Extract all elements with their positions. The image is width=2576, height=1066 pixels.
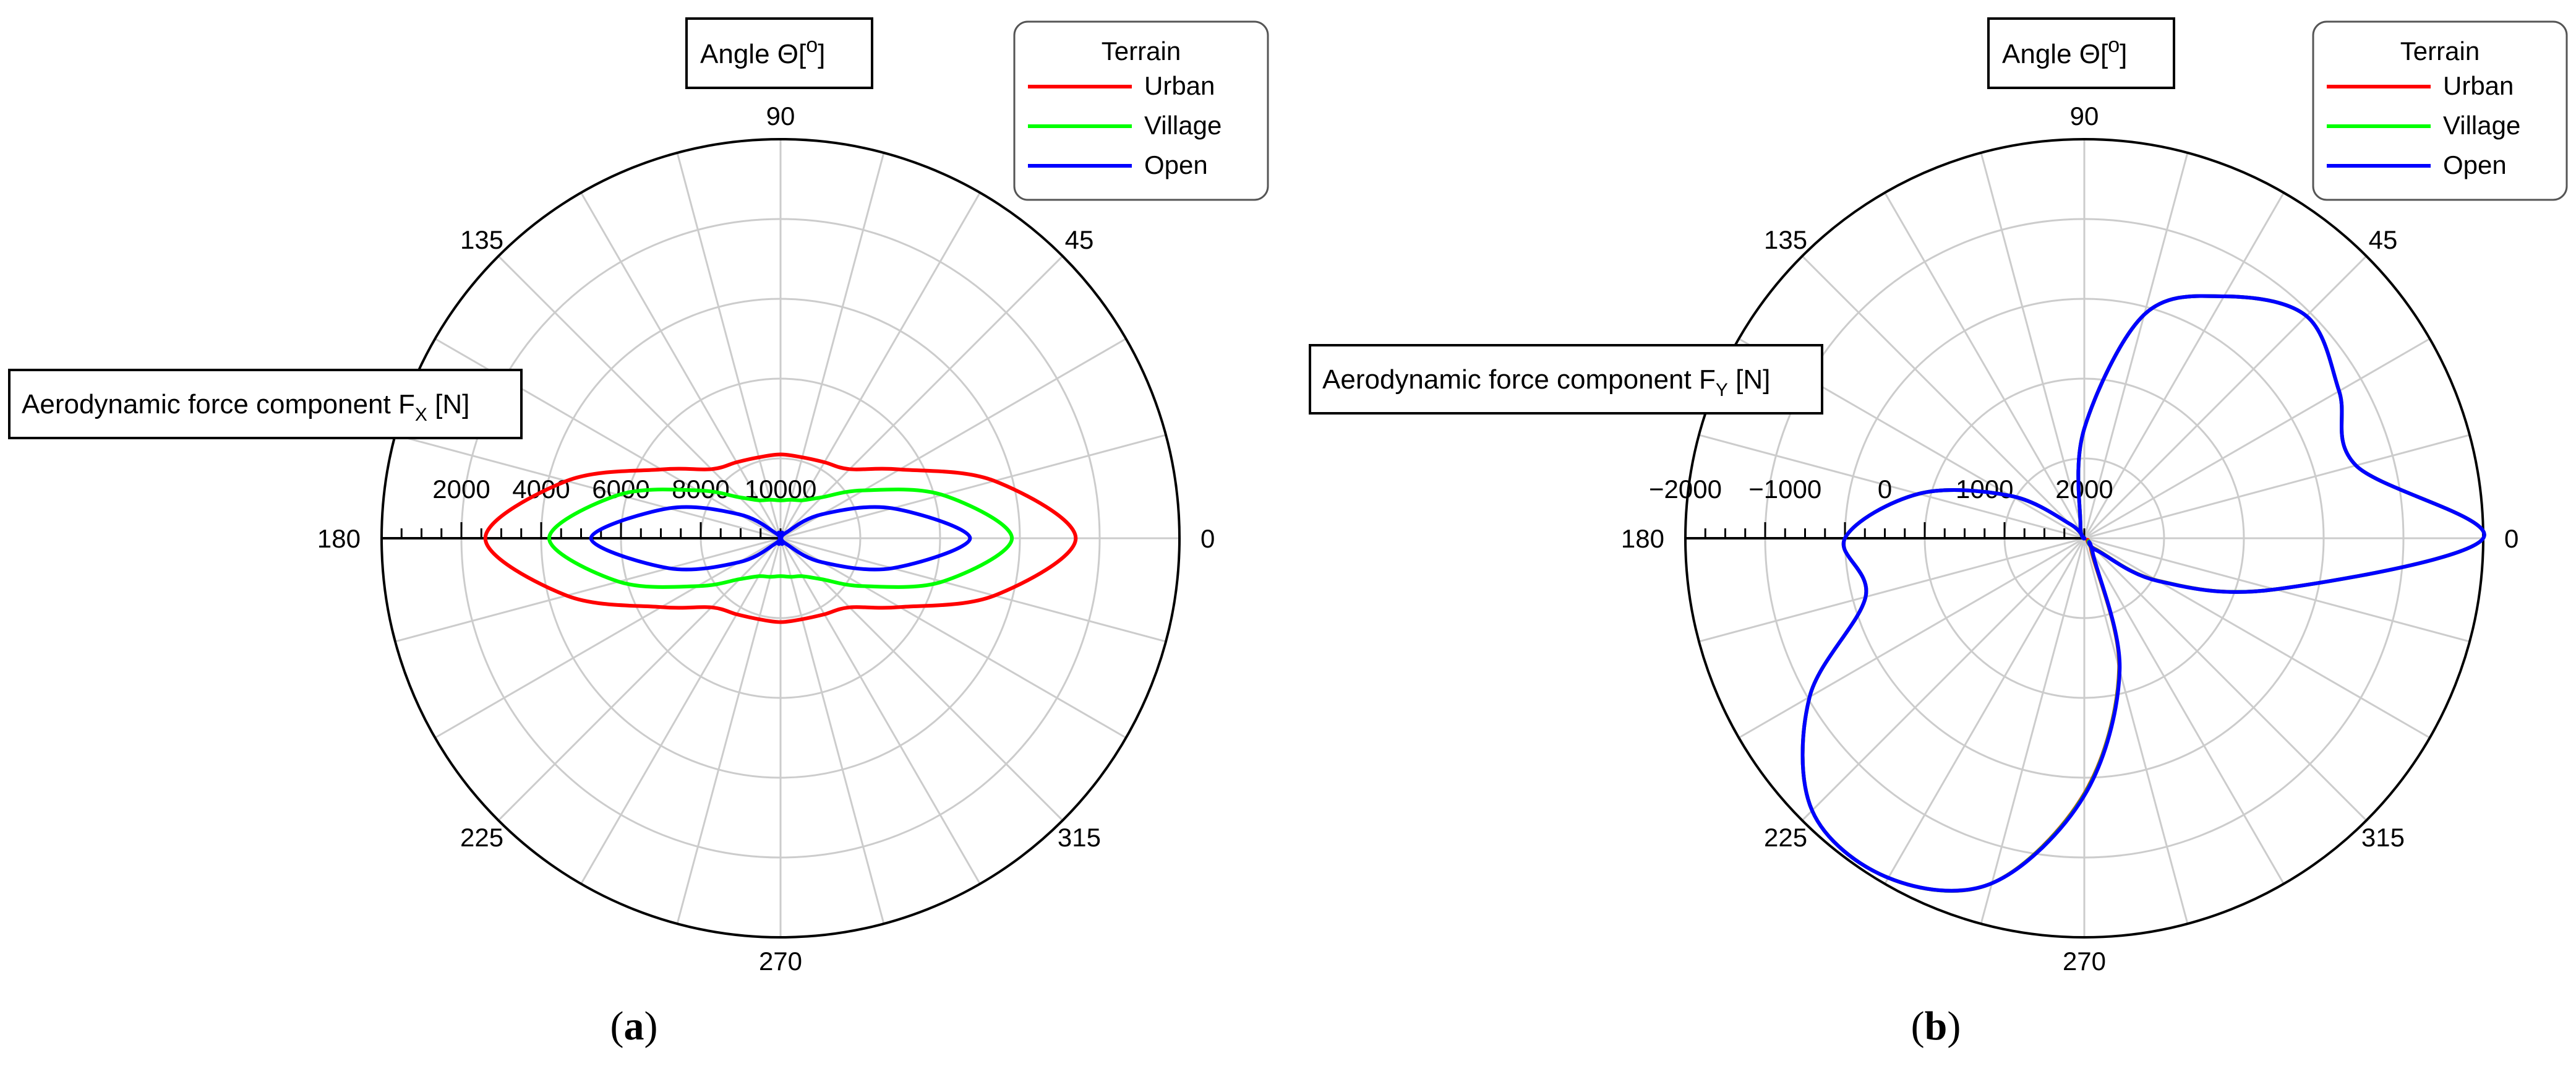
series-line-open: [589, 505, 972, 572]
grid-spoke: [779, 255, 1064, 539]
chart-title: Angle Θ[o]: [2002, 33, 2127, 69]
grid-spoke: [780, 537, 1127, 739]
legend-label: Urban: [2443, 71, 2514, 100]
radial-label-box: [8, 369, 523, 439]
grid-spoke: [779, 152, 885, 539]
radial-tick-label: 4000: [512, 475, 570, 504]
legend-title: Terrain: [1102, 37, 1181, 66]
grid-spoke: [780, 537, 1166, 643]
angular-tick-label: 180: [317, 524, 361, 553]
legend-label: Village: [1144, 111, 1222, 140]
grid-spoke: [780, 434, 1166, 539]
legend-box: [2312, 20, 2568, 201]
title-degree-symbol: o: [2108, 33, 2120, 57]
grid-spoke: [2084, 338, 2431, 539]
grid-spoke: [779, 537, 1064, 822]
grid-spoke: [434, 537, 781, 739]
grid-spoke: [395, 537, 781, 643]
angular-tick-label: 225: [1764, 823, 1807, 852]
radial-label-unit: [N]: [427, 389, 469, 419]
grid-spoke: [2083, 537, 2368, 822]
radial-tick-label: −2000: [1649, 475, 1722, 504]
radial-label-box: [1309, 344, 1823, 415]
grid-spoke: [2083, 152, 2189, 539]
angular-tick-label: 0: [1200, 524, 1215, 553]
angular-tick-label: 315: [1058, 823, 1101, 852]
legend-label: Village: [2443, 111, 2520, 140]
angular-tick-label: 270: [759, 947, 802, 976]
grid-spoke: [1980, 152, 2086, 539]
grid-spoke: [1738, 537, 2085, 739]
angular-tick-label: 315: [2361, 823, 2405, 852]
panel-letter: b: [1925, 1004, 1948, 1049]
grid-spoke: [2084, 537, 2431, 739]
grid-spoke: [497, 537, 782, 822]
angular-tick-label: 90: [2070, 101, 2099, 131]
grid-spoke: [676, 152, 782, 539]
radial-label-subscript: X: [415, 405, 427, 425]
grid-spoke: [580, 192, 782, 539]
chart-title: Angle Θ[o]: [700, 33, 825, 69]
angular-tick-label: 270: [2063, 947, 2106, 976]
radial-tick-label: 2000: [432, 475, 490, 504]
legend-label: Open: [1144, 150, 1208, 179]
angular-tick-label: 180: [1621, 524, 1664, 553]
grid-spoke: [1884, 192, 2086, 539]
legend-label: Urban: [1144, 71, 1215, 100]
grid-spoke: [395, 434, 781, 539]
grid-spoke: [1801, 255, 2086, 539]
grid-spoke: [2084, 434, 2470, 539]
legend-title: Terrain: [2400, 37, 2480, 66]
polar-chart-a: 1000080006000400020000459013518022527031…: [8, 17, 1269, 1049]
angular-tick-label: 45: [2369, 225, 2398, 254]
grid-spoke: [1698, 434, 2085, 539]
title-box: [1987, 17, 2175, 89]
grid-spoke: [1698, 537, 2085, 643]
radial-axis-label: Aerodynamic force component FX [N]: [22, 389, 469, 425]
grid-spoke: [1980, 538, 2086, 924]
radial-axis-label: Aerodynamic force component FY [N]: [1322, 364, 1770, 400]
grid-spoke: [676, 538, 782, 924]
angular-tick-label: 225: [460, 823, 503, 852]
panel-label: (a): [610, 1004, 658, 1049]
grid-spoke: [2083, 538, 2189, 924]
radial-label-unit: [N]: [1728, 364, 1770, 395]
grid-spoke: [779, 192, 981, 539]
grid-spoke: [1884, 538, 2086, 885]
grid-spoke: [2083, 192, 2285, 539]
radial-label-subscript: Y: [1716, 380, 1728, 400]
grid-spoke: [497, 255, 782, 539]
angular-tick-label: 0: [2504, 524, 2518, 553]
legend-box: [1013, 20, 1269, 201]
grid-spoke: [779, 538, 981, 885]
series-line-village: [547, 488, 1014, 589]
title-box: [685, 17, 873, 89]
legend-label: Open: [2443, 150, 2507, 179]
title-bracket: ]: [2120, 39, 2127, 69]
panel-label: (b): [1911, 1004, 1961, 1049]
grid-spoke: [2083, 538, 2285, 885]
series-line-urban: [483, 452, 1078, 624]
grid-spoke: [779, 538, 885, 924]
angular-tick-label: 45: [1065, 225, 1094, 254]
grid-spoke: [1801, 537, 2086, 822]
radial-tick-label: −1000: [1748, 475, 1821, 504]
title-degree-symbol: o: [806, 33, 818, 57]
grid-spoke: [780, 338, 1127, 539]
radial-tick-label: 0: [1878, 475, 1892, 504]
grid-spoke: [2083, 255, 2368, 539]
title-bracket: ]: [818, 39, 825, 69]
grid-spoke: [580, 538, 782, 885]
polar-chart-b: 200010000−1000−200004590135180225270315A…: [1309, 17, 2568, 1049]
angular-tick-label: 135: [1764, 225, 1807, 254]
panel-letter: a: [624, 1004, 644, 1049]
angular-tick-label: 90: [766, 101, 795, 131]
series-line-open: [1800, 294, 2486, 893]
angular-tick-label: 135: [460, 225, 503, 254]
radial-tick-label: 2000: [2055, 475, 2113, 504]
